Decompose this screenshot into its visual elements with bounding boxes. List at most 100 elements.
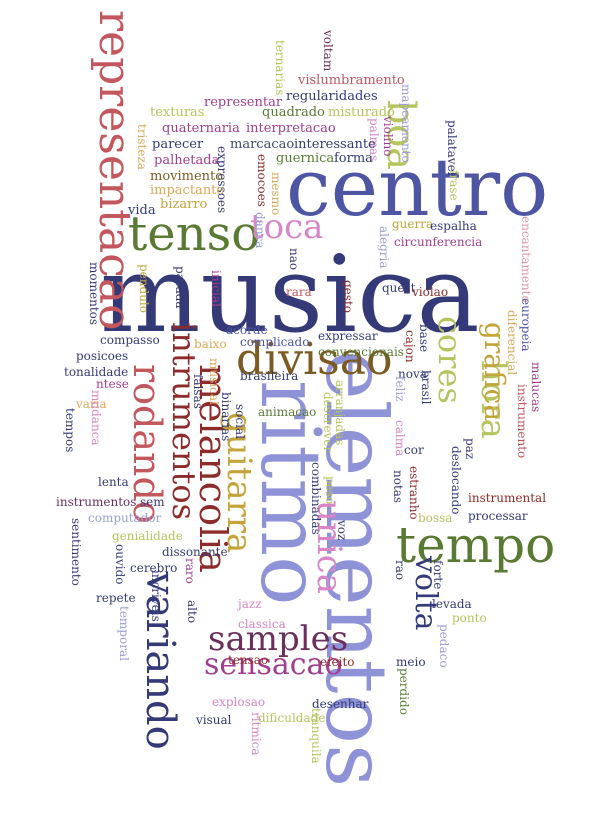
cloud-word: emocoes (255, 154, 269, 207)
cloud-word: palhetada (154, 153, 220, 168)
cloud-word: bossa (418, 511, 453, 525)
cloud-word: centro (286, 141, 549, 234)
cloud-word: raro (183, 558, 197, 584)
cloud-word: encantamento (519, 216, 533, 303)
cloud-word: rara (286, 285, 312, 299)
cloud-word: descrever (321, 392, 335, 453)
cloud-word: falsas (191, 374, 205, 409)
cloud-word: gesto (341, 280, 355, 313)
cloud-word: frase (447, 170, 461, 201)
cloud-word: violino (381, 116, 395, 157)
cloud-word: ternarias (273, 40, 287, 96)
cloud-word: voz (335, 520, 349, 541)
cloud-word: nao (287, 248, 301, 271)
cloud-word: cores (431, 316, 469, 404)
cloud-word: processar (468, 509, 528, 523)
cloud-word: ponto (452, 611, 487, 625)
cloud-word: convencionais (318, 345, 404, 359)
cloud-word: varia (76, 397, 107, 411)
cloud-word: misturado (328, 105, 395, 120)
cloud-word: ntese (96, 377, 129, 391)
cloud-word: samples (208, 619, 349, 659)
cloud-word: mudanca (89, 390, 103, 446)
cloud-word: texturas (150, 105, 205, 120)
cloud-word: alegria (377, 226, 391, 269)
cloud-word: mesmo (269, 172, 283, 216)
cloud-word: brasil (419, 370, 433, 405)
cloud-word: ritmica (249, 712, 263, 756)
cloud-word: parecer (152, 137, 204, 152)
cloud-word: guernica (276, 151, 335, 166)
cloud-word: cor (404, 443, 424, 457)
cloud-word: incriveis (149, 570, 163, 622)
cloud-word: dissonante (162, 545, 228, 559)
cloud-word: quest (382, 281, 416, 295)
cloud-word: mapeamento (399, 84, 413, 163)
cloud-word: complicado (240, 335, 310, 349)
cloud-word: repete (96, 591, 136, 605)
cloud-word: classica (238, 617, 286, 631)
cloud-word: perdido (397, 668, 411, 715)
cloud-word: paz (463, 438, 477, 460)
cloud-word: computador (88, 511, 162, 525)
cloud-word: circunferencia (394, 235, 483, 249)
cloud-word: sentimento (69, 518, 83, 586)
cloud-word: musica (100, 233, 480, 356)
cloud-word: levada (432, 597, 472, 611)
cloud-word: bizarro (160, 197, 208, 212)
cloud-word: explosao (212, 695, 266, 709)
cloud-word: tempo (396, 516, 556, 574)
cloud-word: peso (323, 476, 337, 505)
cloud-word: parada (173, 266, 187, 309)
cloud-word: animacao (258, 405, 317, 419)
cloud-word: efeito (320, 655, 355, 669)
cloud-word: genialidade (112, 529, 183, 543)
cloud-word: cajon (403, 330, 417, 363)
cloud-word: visual (196, 713, 232, 727)
cloud-word: interpretacao (246, 121, 336, 136)
cloud-word: meio (396, 655, 426, 669)
cloud-word: instrumental (468, 491, 547, 505)
cloud-word: ouvido (113, 544, 127, 585)
cloud-word: compasso (100, 333, 160, 347)
cloud-word: alto (185, 600, 199, 624)
cloud-word: toca (250, 207, 324, 247)
cloud-word: expressar (318, 329, 378, 343)
cloud-word: feliz (393, 376, 407, 402)
cloud-word: dificuldade (258, 711, 326, 725)
cloud-word: cerebro (130, 561, 178, 575)
cloud-word: regularidades (286, 89, 378, 104)
cloud-word: inicial (209, 270, 223, 307)
cloud-word: jazz (238, 597, 262, 611)
cloud-word: tenso (128, 206, 261, 262)
cloud-word: brasileira (240, 369, 299, 383)
cloud-word: espalha (430, 219, 477, 233)
cloud-word: quaternaria (162, 121, 240, 136)
cloud-word: grafica (478, 322, 511, 422)
cloud-word: social (233, 404, 247, 439)
cloud-word: posicoes (76, 349, 129, 363)
cloud-word: interessante (294, 137, 376, 152)
cloud-word: tonalidade (64, 365, 129, 379)
cloud-word: malucas (529, 362, 543, 413)
cloud-word: instrumentos (56, 495, 137, 509)
cloud-word: guerra (392, 217, 434, 231)
cloud-word: lenta (98, 475, 129, 489)
cloud-word: forte (431, 560, 445, 590)
cloud-word: desenhar (312, 697, 369, 711)
cloud-word: momentos (87, 262, 101, 326)
cloud-word: pendulo (137, 264, 151, 313)
cloud-word: quadrado (262, 105, 325, 120)
cloud-word: marcacao (230, 137, 295, 152)
cloud-word: notas (391, 470, 405, 504)
cloud-word: palatavel (445, 120, 459, 176)
cloud-word: deslocando (449, 446, 463, 515)
cloud-word: representar (204, 95, 283, 110)
cloud-word: voltam (321, 30, 335, 72)
cloud-word: impactante (150, 183, 225, 198)
cloud-word: pedaco (437, 624, 451, 668)
cloud-word: sem (140, 495, 165, 509)
cloud-word: acorde (226, 323, 268, 337)
cloud-word: combinadas (309, 462, 323, 535)
